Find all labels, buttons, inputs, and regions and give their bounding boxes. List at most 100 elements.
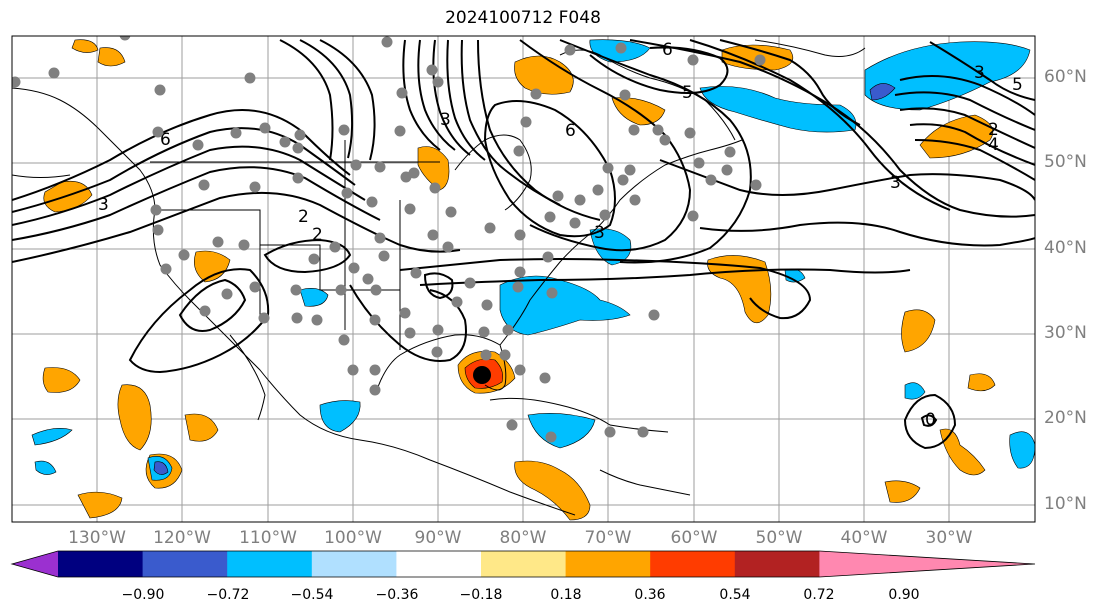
station-dot [629,194,641,206]
contour-line [432,39,471,156]
colorbar-tick-label: −0.36 [375,587,419,603]
station-dot [308,253,320,265]
station-dot [408,167,420,179]
contour-label: 3 [98,195,109,215]
colorbar-bin [734,551,820,577]
contour-line [446,39,486,161]
contour-line [263,238,352,274]
station-dot [693,157,705,169]
station-dot [192,139,204,151]
station-dot [404,203,416,215]
contour-line [483,100,616,238]
station-dot [294,129,306,141]
station-dot [370,284,382,296]
station-dot [514,229,526,241]
contour-label: 2 [988,120,999,140]
lat-label: 10°N [1044,494,1087,514]
contour-line [319,39,376,161]
station-dot [512,281,524,293]
contour-label: 2 [312,225,323,245]
station-dot [445,206,457,218]
contour-label: 3 [594,223,605,243]
contour-label: 2 [298,207,309,227]
station-dot [152,224,164,236]
station-dot [338,124,350,136]
station-dot [615,42,627,54]
station-dot [258,312,270,324]
station-dot [292,172,304,184]
colorbar-bin [565,551,651,577]
lon-label: 50°W [755,528,803,548]
contour-label: 5 [1012,75,1023,95]
shade-negative-patch [527,413,596,449]
contour-line [519,39,692,252]
contour-line [589,46,729,95]
station-dot [705,174,717,186]
lon-label: 130°W [68,528,126,548]
lon-label: 60°W [670,528,718,548]
station-dot [292,142,304,154]
shade-strong-negative-patch [869,83,896,101]
station-dot [592,184,604,196]
colorbar-tick-label: 0.36 [634,587,666,603]
station-dot [552,190,564,202]
station-dot [341,187,353,199]
contour-line [899,75,1035,116]
station-dot [539,372,551,384]
station-dot [484,222,496,234]
shade-positive-patch [939,428,986,476]
station-markers [12,36,766,443]
station-dot [506,419,518,431]
contour-line [899,107,1035,149]
station-dot [514,364,526,376]
contour-line [903,393,957,450]
station-dot [154,84,166,96]
colorbar-tick-label: −0.72 [206,587,250,603]
station-dot [290,284,302,296]
shade-negative-patch [34,460,57,475]
colorbar-tick-label: 0.72 [803,587,835,603]
colorbar-extend-low [12,551,58,577]
station-dot [369,364,381,376]
contour-line [719,39,861,126]
station-dot [545,431,557,443]
contour-line [12,166,381,241]
contour-label: 5 [682,83,693,103]
shade-negative-patch [699,86,857,133]
colorbar-tick-label: −0.54 [290,587,334,603]
station-dot [648,309,660,321]
station-dot [602,162,614,174]
station-dot [198,179,210,191]
lon-label: 120°W [153,528,211,548]
station-dot [249,181,261,193]
station-dot [624,164,636,176]
contour-label: 0 [925,410,936,430]
station-dot [564,44,576,56]
station-dot [329,241,341,253]
station-dot [348,262,360,274]
station-dot [542,251,554,263]
colorbar-outline [10,550,1036,578]
shade-positive-patch [967,373,996,392]
contour-line [399,258,812,320]
lat-label: 30°N [1044,323,1087,343]
station-dot [291,312,303,324]
station-dot [199,305,211,317]
station-dot [238,239,250,251]
contour-line [477,39,601,221]
colorbar-bin [142,551,228,577]
contour-label: 4 [988,135,999,155]
lon-label: 80°W [499,528,547,548]
contour-line [178,278,247,332]
contour-line [460,39,561,206]
contour-label: 3 [974,63,985,83]
station-dot [530,88,542,100]
shade-negative-patch [904,382,926,400]
station-dot [212,236,224,248]
storm-center-marker [473,366,491,384]
contour-label: 6 [160,130,171,150]
colorbar-bin [650,551,736,577]
station-dot [396,87,408,99]
station-dot [619,89,631,101]
colorbar-bin [481,551,567,577]
